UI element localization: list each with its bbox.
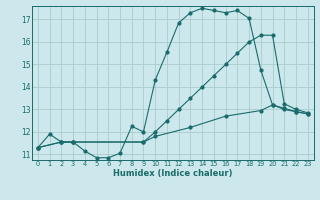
X-axis label: Humidex (Indice chaleur): Humidex (Indice chaleur) <box>113 169 233 178</box>
